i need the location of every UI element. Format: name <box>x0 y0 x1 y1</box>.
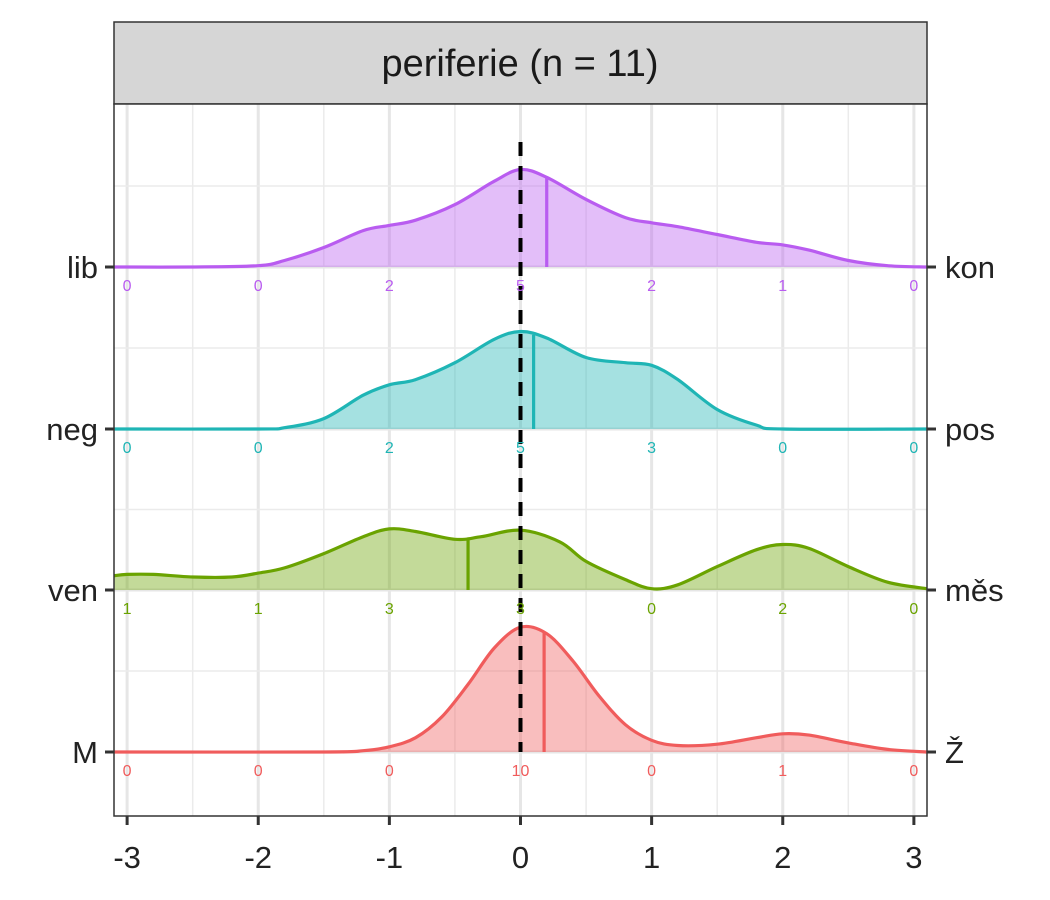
count-label: 3 <box>516 601 525 618</box>
count-label: 3 <box>385 601 394 618</box>
count-label: 0 <box>909 763 918 780</box>
count-label: 2 <box>647 278 656 295</box>
chart-title: periferie (n = 11) <box>381 43 658 85</box>
count-label: 3 <box>647 440 656 457</box>
count-label: 0 <box>254 763 263 780</box>
y-label-right: Ž <box>945 735 964 770</box>
density-line <box>113 329 928 431</box>
count-label: 1 <box>778 278 787 295</box>
count-label: 0 <box>909 278 918 295</box>
density-line <box>113 167 928 269</box>
x-tick-label: 3 <box>905 840 922 875</box>
count-labels: 0 0 2 5 2 1 00 0 2 5 3 0 01 1 3 3 0 2 00 0 0 10 0 1 0 <box>123 278 919 780</box>
y-label-left: lib <box>67 250 98 285</box>
count-label: 0 <box>254 440 263 457</box>
ridge-neg <box>113 329 928 431</box>
count-label: 0 <box>254 278 263 295</box>
axes: lib kon neg pos ven měs M Ž -3 -2 -1 0 1 2 3 <box>46 250 1003 875</box>
count-label: 0 <box>909 440 918 457</box>
x-tick-label: -3 <box>113 840 141 875</box>
y-label-left: neg <box>46 412 98 447</box>
x-tick-label: -2 <box>244 840 272 875</box>
count-label: 0 <box>909 601 918 618</box>
count-label: 0 <box>385 763 394 780</box>
count-label: 0 <box>778 440 787 457</box>
count-label: 0 <box>123 440 132 457</box>
count-label: 5 <box>516 278 525 295</box>
count-label: 1 <box>123 601 132 618</box>
density-line <box>113 624 928 754</box>
count-label: 5 <box>516 440 525 457</box>
y-label-right: kon <box>945 250 995 285</box>
count-label: 1 <box>778 763 787 780</box>
density-area <box>114 626 927 753</box>
count-label: 0 <box>123 763 132 780</box>
count-label: 10 <box>512 763 530 780</box>
density-line <box>113 527 928 591</box>
count-label: 2 <box>385 278 394 295</box>
x-tick-label: 1 <box>643 840 660 875</box>
count-label: 1 <box>254 601 263 618</box>
x-tick-label: 0 <box>512 840 529 875</box>
count-label: 0 <box>647 601 656 618</box>
y-label-right: měs <box>945 573 1004 608</box>
y-label-left: M <box>72 735 98 770</box>
y-label-left: ven <box>48 573 98 608</box>
x-tick-label: 2 <box>774 840 791 875</box>
density-area <box>114 331 927 430</box>
count-label: 2 <box>385 440 394 457</box>
count-label: 0 <box>647 763 656 780</box>
strip-header <box>113 21 928 105</box>
count-label: 0 <box>123 278 132 295</box>
y-label-right: pos <box>945 412 995 447</box>
count-label: 2 <box>778 601 787 618</box>
ridge-M <box>113 624 928 754</box>
x-tick-label: -1 <box>376 840 404 875</box>
